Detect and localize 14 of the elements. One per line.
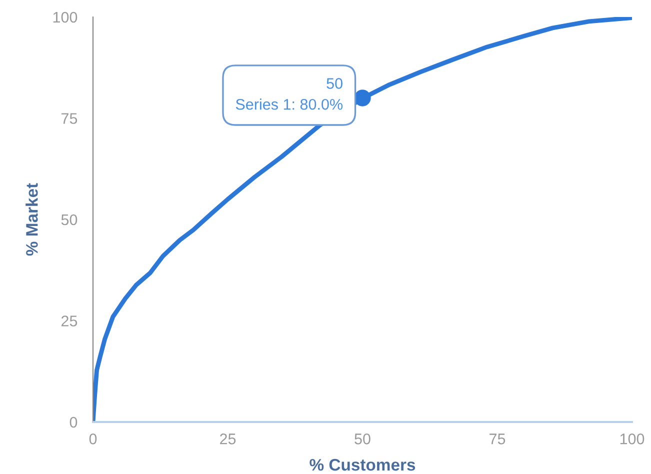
y-tick-label: 100	[53, 12, 78, 23]
y-tick-label: 75	[62, 113, 78, 124]
y-tick-label: 25	[62, 316, 78, 326]
annotation: 50 Series 1: 80.0%	[236, 78, 343, 110]
y-tick-label: 50	[61, 214, 78, 226]
x-tick-label: 100	[620, 434, 644, 444]
y-axis-title: % Market	[26, 183, 38, 256]
y-tick-label: 0	[70, 416, 78, 428]
x-tick-label: 0	[89, 434, 97, 444]
x-tick-label: 75	[490, 434, 506, 444]
line-series	[93, 17, 632, 422]
x-axis-title: % Customers	[310, 458, 416, 471]
x-tick-label: 50	[354, 434, 370, 444]
x-tick-label: 25	[220, 434, 236, 444]
